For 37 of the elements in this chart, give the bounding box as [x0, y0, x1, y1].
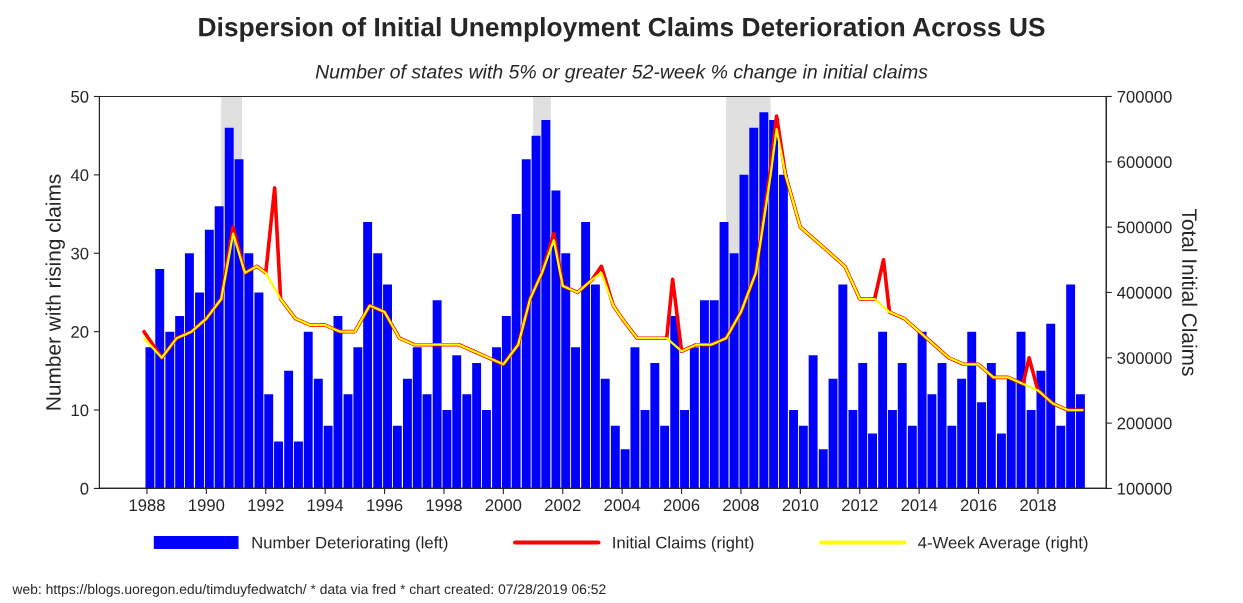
y2-tick-label: 400000: [1117, 286, 1172, 299]
y-tick-label: 20: [71, 326, 89, 338]
y2-axis-title: Total Initial Claims: [1181, 208, 1198, 376]
x-tick-label: 2000: [485, 499, 522, 512]
y2-tick-label: 600000: [1117, 156, 1172, 169]
y-tick-label: 30: [71, 247, 89, 260]
y2-tick-label: 300000: [1117, 352, 1172, 364]
chart-subtitle: Number of states with 5% or greater 52-week % change in initial claims: [315, 64, 928, 83]
y2-tick-label: 200000: [1117, 417, 1172, 430]
x-tick-label: 2010: [782, 499, 819, 512]
y-tick-label: 0: [80, 482, 89, 495]
y-tick-label: 50: [71, 90, 89, 103]
x-tick-label: 2014: [901, 499, 938, 512]
chart-title: Dispersion of Initial Unemployment Claims Deterioration Across US: [199, 17, 1045, 42]
x-tick-label: 2012: [842, 499, 878, 512]
y-tick-label: 10: [71, 404, 89, 417]
y-axis-title: Number with rising claims: [45, 174, 65, 410]
legend-label: Number Deteriorating (left): [252, 536, 448, 552]
y2-tick-label: 700000: [1117, 90, 1172, 103]
legend-label: 4-Week Average (right): [918, 536, 1088, 552]
text: web: https://blogs.uoregon.edu/timduyfedwatch/ * data via fred * chart created: 07/28/2019 06:52: [12, 583, 606, 597]
x-tick-label: 2006: [663, 499, 700, 512]
x-tick-label: 1996: [367, 499, 403, 512]
x-tick-label: 1992: [248, 499, 284, 512]
x-tick-label: 1988: [129, 499, 165, 512]
y2-tick-label: 500000: [1117, 221, 1172, 234]
y-tick-label: 40: [70, 169, 89, 182]
x-tick-label: 2004: [604, 499, 641, 512]
x-tick-label: 2008: [723, 499, 759, 512]
y2-tick-label: 100000: [1117, 482, 1172, 495]
x-tick-label: 1998: [426, 499, 462, 512]
x-tick-label: 2016: [960, 499, 997, 512]
x-tick-label: 1990: [189, 499, 225, 512]
legend-label: Initial Claims (right): [613, 536, 754, 552]
x-tick-label: 2018: [1020, 499, 1056, 512]
x-tick-label: 2002: [545, 499, 581, 512]
x-tick-label: 1994: [307, 499, 344, 512]
